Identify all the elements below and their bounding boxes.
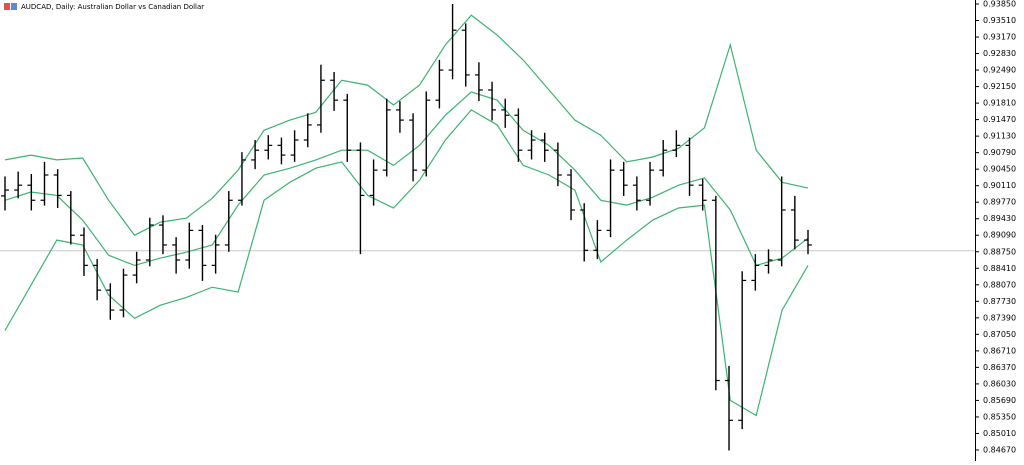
band-line (4, 109, 809, 417)
y-tick-label: 0.87050 (983, 330, 1016, 339)
y-tick-label: 0.89090 (983, 231, 1016, 240)
y-tick-label: 0.90450 (983, 165, 1016, 174)
y-tick-label: 0.89430 (983, 214, 1016, 223)
y-tick-label: 0.86030 (983, 379, 1016, 388)
y-tick-label: 0.89770 (983, 198, 1016, 207)
y-tick-label: 0.85690 (983, 396, 1016, 405)
y-tick-label: 0.88750 (983, 247, 1016, 256)
y-tick-label: 0.93850 (983, 0, 1016, 8)
chart-title: AUDCAD, Daily: Australian Dollar vs Cana… (21, 3, 204, 11)
y-tick-label: 0.92490 (983, 66, 1016, 75)
y-tick-label: 0.85350 (983, 412, 1016, 421)
y-tick-label: 0.93170 (983, 33, 1016, 42)
y-tick-label: 0.87390 (983, 313, 1016, 322)
y-tick-label: 0.91810 (983, 99, 1016, 108)
y-tick-label: 0.91470 (983, 115, 1016, 124)
y-tick-label: 0.92150 (983, 82, 1016, 91)
y-tick-label: 0.90790 (983, 148, 1016, 157)
y-tick-label: 0.86370 (983, 363, 1016, 372)
y-tick-label: 0.92830 (983, 49, 1016, 58)
y-tick-label: 0.86710 (983, 346, 1016, 355)
y-tick-label: 0.88070 (983, 280, 1016, 289)
y-tick-label: 0.91130 (983, 132, 1016, 141)
y-tick-label: 0.87730 (983, 297, 1016, 306)
band-line (4, 91, 809, 267)
y-tick-label: 0.93510 (983, 16, 1016, 25)
y-tick-label: 0.90110 (983, 181, 1016, 190)
y-tick-label: 0.84670 (983, 445, 1016, 454)
y-tick-label: 0.85010 (983, 429, 1016, 438)
symbol-icon (4, 3, 17, 10)
y-tick-label: 0.88410 (983, 264, 1016, 273)
